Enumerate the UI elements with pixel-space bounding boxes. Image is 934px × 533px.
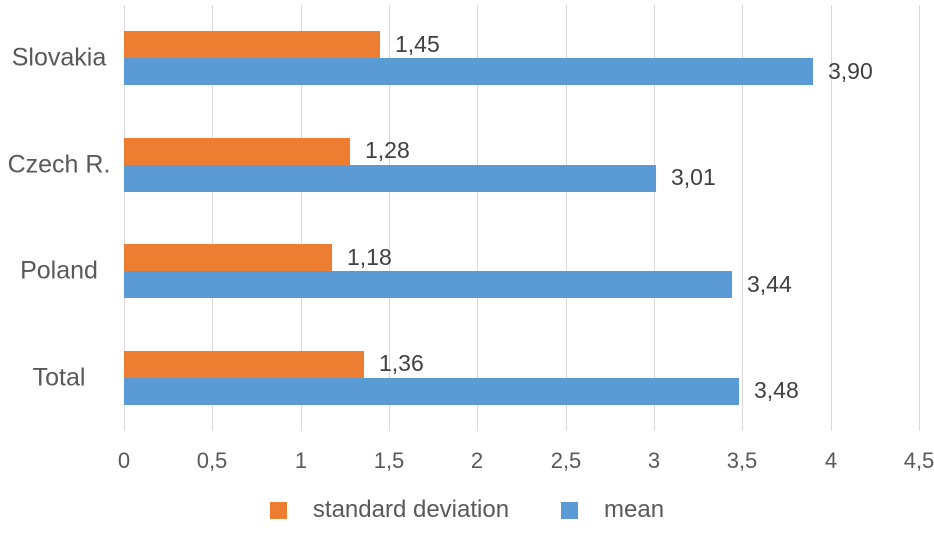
x-tick-label-1: 1 (294, 448, 308, 473)
x-tick-label-4,5: 4,5 (903, 448, 934, 473)
bar-standard-deviation-poland (124, 244, 332, 271)
legend-item-mean: mean (561, 496, 664, 524)
bar-mean-czech-r (124, 165, 656, 192)
value-label-standard-deviation-czech-r: 1,28 (365, 136, 410, 163)
x-tick-label-3,5: 3,5 (726, 448, 758, 473)
bar-mean-total (124, 378, 739, 405)
legend-label-mean: mean (604, 496, 665, 523)
x-tick-label-0,5: 0,5 (196, 448, 228, 473)
value-label-standard-deviation-poland: 1,18 (347, 243, 392, 270)
bar-standard-deviation-slovakia (124, 31, 380, 58)
category-label-czech-r: Czech R. (7, 150, 111, 179)
value-label-mean-czech-r: 3,01 (671, 163, 716, 190)
value-label-mean-slovakia: 3,90 (828, 57, 873, 84)
gridline-1 (301, 5, 302, 431)
x-tick-label-3: 3 (647, 448, 661, 473)
value-label-mean-total: 3,48 (754, 376, 799, 403)
bar-standard-deviation-czech-r (124, 138, 350, 165)
legend-swatch-mean (561, 501, 579, 519)
gridline-4 (831, 5, 832, 431)
gridline-3,5 (742, 5, 743, 431)
x-tick-label-4: 4 (824, 448, 838, 473)
category-label-poland: Poland (20, 256, 98, 285)
gridline-0 (124, 5, 125, 431)
bar-mean-slovakia (124, 58, 813, 85)
legend-swatch-standard-deviation (269, 501, 287, 519)
gridline-3 (654, 5, 655, 431)
gridline-4,5 (919, 5, 920, 431)
category-label-total: Total (32, 363, 86, 392)
x-tick-label-0: 0 (117, 448, 131, 473)
bar-mean-poland (124, 271, 732, 298)
chart-legend: standard deviation mean (0, 496, 934, 524)
x-tick-label-2: 2 (470, 448, 484, 473)
legend-item-standard-deviation: standard deviation (269, 496, 510, 524)
gridline-2 (477, 5, 478, 431)
bar-standard-deviation-total (124, 351, 364, 378)
value-label-standard-deviation-total: 1,36 (379, 349, 424, 376)
value-label-standard-deviation-slovakia: 1,45 (395, 30, 440, 57)
category-label-slovakia: Slovakia (11, 43, 107, 72)
value-label-mean-poland: 3,44 (747, 270, 792, 297)
gridline-2,5 (566, 5, 567, 431)
gridline-1,5 (389, 5, 390, 431)
gridline-0,5 (212, 5, 213, 431)
legend-label-standard-deviation: standard deviation (312, 496, 510, 523)
x-tick-label-2,5: 2,5 (550, 448, 582, 473)
x-tick-label-1,5: 1,5 (373, 448, 405, 473)
